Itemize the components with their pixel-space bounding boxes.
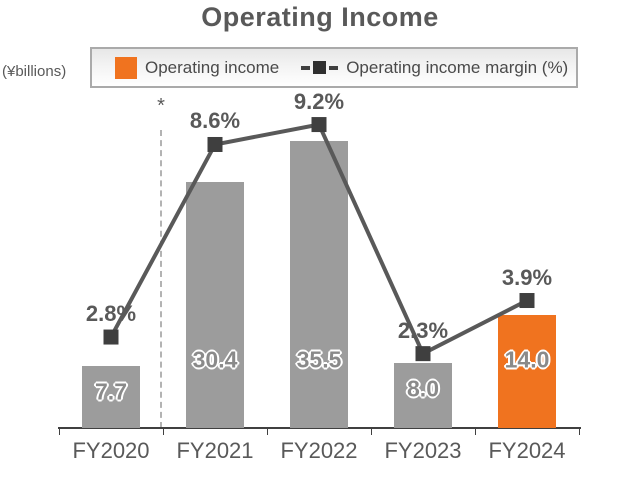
x-axis-tick [59, 428, 60, 435]
margin-marker-fy2024 [519, 293, 535, 309]
x-axis-label-fy2022: FY2022 [280, 438, 358, 463]
margin-marker-fy2023 [415, 346, 431, 362]
margin-label-fy2020: 2.8% [85, 301, 137, 327]
y-axis-unit-label: (¥billions) [2, 63, 67, 80]
x-axis-tick [475, 428, 476, 435]
footnote-asterisk: * [157, 95, 165, 117]
bar-value-label-fy2024: 14.0 [504, 346, 550, 373]
x-axis-tick [267, 428, 268, 435]
margin-label-fy2023: 2.3% [397, 317, 449, 343]
margin-label-fy2022: 9.2% [293, 88, 345, 114]
margin-label-fy2021: 8.6% [189, 108, 241, 134]
legend: Operating income Operating income margin… [90, 47, 578, 88]
bar-value-label-fy2021: 30.4 [192, 346, 238, 373]
margin-label-fy2024: 3.9% [501, 264, 553, 290]
bar-fy2023 [394, 363, 452, 428]
x-axis-label-fy2023: FY2023 [384, 438, 462, 463]
bar-fy2022 [290, 141, 348, 428]
legend-item-operating-income: Operating income [115, 56, 280, 79]
x-axis-label-fy2024: FY2024 [488, 438, 566, 463]
x-axis-tick [163, 428, 164, 435]
bar-value-label-fy2023: 8.0 [407, 375, 439, 402]
line-square-icon [313, 61, 327, 74]
bar-value-label-fy2022: 35.5 [296, 346, 342, 373]
x-axis-tick [371, 428, 372, 435]
bar-fy2020 [82, 366, 140, 428]
margin-marker-fy2022 [311, 117, 327, 133]
legend-label-operating-income: Operating income [145, 57, 280, 77]
x-axis-label-fy2020: FY2020 [72, 438, 150, 463]
bar-swatch-icon [115, 56, 137, 79]
legend-label-margin: Operating income margin (%) [346, 57, 569, 77]
legend-item-margin: Operating income margin (%) [301, 58, 568, 78]
bar-fy2021 [186, 182, 244, 428]
line-marker-icon [301, 61, 339, 74]
line-dash-icon [329, 65, 339, 70]
bar-value-label-fy2020: 7.7 [95, 378, 127, 405]
line-dash-icon [301, 65, 311, 70]
margin-marker-fy2021 [207, 136, 223, 152]
x-axis-label-fy2021: FY2021 [176, 438, 254, 463]
x-axis-tick [579, 428, 580, 435]
chart-title: Operating Income [201, 2, 439, 32]
x-axis-line [58, 427, 581, 429]
margin-marker-fy2020 [103, 329, 119, 345]
